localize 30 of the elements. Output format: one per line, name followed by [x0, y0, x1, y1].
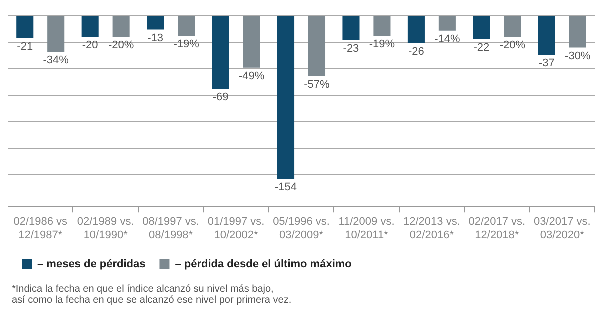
data-label: -23	[343, 42, 360, 55]
x-tick-label: 12/2013 vs. 02/2016*	[404, 216, 460, 242]
data-label: -57%	[304, 78, 330, 91]
x-tick-label: 11/2009 vs. 10/2011*	[338, 216, 395, 242]
data-label: -30%	[565, 50, 591, 62]
x-tick-label: 08/1997 vs. 08/1998*	[142, 216, 200, 242]
data-label: -19%	[369, 38, 396, 51]
legend-label: – meses de pérdidas	[38, 258, 146, 271]
data-label: -19%	[174, 38, 200, 51]
data-label: -26	[408, 46, 424, 58]
x-tick-label: 01/1997 vs. 10/2002*	[208, 216, 265, 242]
data-label: -37	[538, 58, 555, 70]
data-label: -69	[212, 92, 229, 104]
data-label: -49%	[238, 70, 265, 82]
data-label: -22	[474, 42, 490, 54]
x-tick-label: 02/2017 vs. 12/2018*	[468, 216, 526, 242]
data-label: -14%	[434, 33, 460, 46]
x-tick-label: 02/1986 vs 12/1987*	[14, 216, 68, 242]
data-label: -20	[82, 40, 98, 52]
text: *Indica la fecha en que el índice alcanzó su nivel más bajo, así como la fecha en que se alcanzó ese nivel por primera vez.	[12, 284, 293, 306]
x-tick-label: 03/2017 vs. 03/2020*	[534, 216, 591, 242]
data-label: -154	[274, 182, 298, 194]
data-label: -34%	[43, 54, 70, 67]
data-label: -20%	[108, 40, 134, 52]
legend-label: – pérdida desde el último máximo	[175, 258, 352, 271]
x-tick-label: 05/1996 vs. 03/2009*	[273, 216, 330, 242]
data-label: -21	[17, 40, 34, 53]
x-tick-label: 02/1989 vs. 10/1990*	[77, 216, 134, 242]
data-label: -20%	[500, 40, 526, 52]
data-label: -13	[148, 32, 164, 44]
